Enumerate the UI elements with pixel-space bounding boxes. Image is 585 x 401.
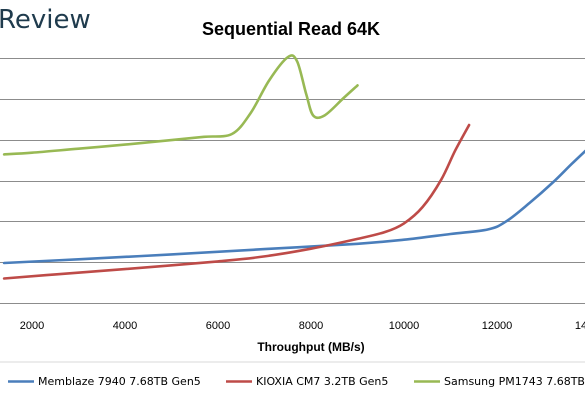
series-line-1: [2, 149, 585, 265]
x-tick-label: 14: [575, 320, 585, 332]
legend: Memblaze 7940 7.68TB Gen5 KIOXIA CM7 3.2T…: [8, 375, 585, 388]
series-lines: [2, 54, 585, 280]
x-tick-label: 8000: [299, 320, 323, 332]
series-line-3: [2, 54, 359, 156]
x-tick-label: 6000: [206, 320, 230, 332]
x-tick-label: 4000: [113, 320, 137, 332]
x-axis-label: Throughput (MB/s): [257, 340, 364, 354]
x-tick-label: 2000: [20, 320, 44, 332]
brand-logo-text: Review: [0, 5, 91, 35]
x-tick-label: 10000: [389, 320, 420, 332]
legend-label-1: Memblaze 7940 7.68TB Gen5: [38, 375, 201, 388]
gridlines: [0, 58, 585, 304]
x-tick-label: 12000: [482, 320, 513, 332]
legend-label-3: Samsung PM1743 7.68TB: [444, 375, 585, 388]
chart-title: Sequential Read 64K: [202, 19, 380, 39]
x-axis-ticks: 2000 4000 6000 8000 10000 12000 14: [20, 320, 585, 332]
legend-label-2: KIOXIA CM7 3.2TB Gen5: [256, 375, 388, 388]
series-line-2: [2, 123, 471, 280]
